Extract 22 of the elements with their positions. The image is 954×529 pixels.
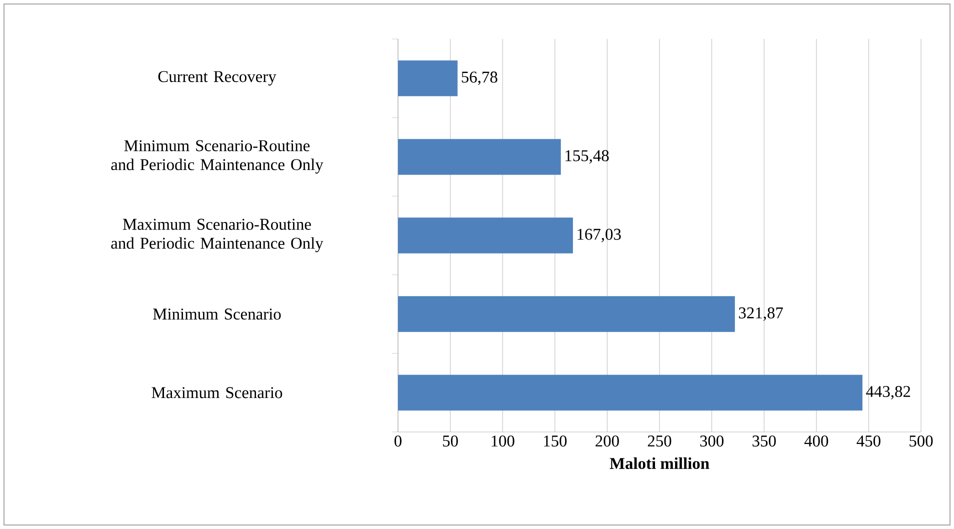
- x-tick-label: 350: [752, 436, 776, 447]
- y-tick-label: Minimum Scenario-Routine and Periodic Maintenance Only: [111, 140, 324, 174]
- y-tick-label: Maximum Scenario-Routine and Periodic Maintenance Only: [111, 218, 324, 252]
- x-tick-label: 150: [544, 436, 567, 447]
- x-tick-label: 0: [394, 436, 402, 447]
- data-label: 155,48: [566, 150, 609, 164]
- x-tick-label: 50: [443, 436, 458, 447]
- y-tick-label: Maximum Scenario: [152, 387, 282, 398]
- x-tick-label: 400: [804, 436, 828, 447]
- data-label: 321,87: [738, 307, 783, 321]
- x-tick-label: 100: [492, 436, 514, 447]
- x-tick-label: 450: [856, 436, 880, 447]
- x-tick-label: 300: [700, 436, 724, 447]
- y-tick-label: Current Recovery: [158, 71, 276, 86]
- y-tick-label: Minimum Scenario: [153, 308, 281, 320]
- x-tick-label: 500: [910, 436, 933, 447]
- x-axis-title: Maloti million: [610, 457, 710, 469]
- x-tick-label: 200: [596, 436, 619, 447]
- data-label: 56,78: [462, 72, 498, 86]
- data-label: 443,82: [866, 386, 910, 400]
- data-label: 167,03: [578, 228, 621, 242]
- x-tick-label: 250: [648, 436, 672, 447]
